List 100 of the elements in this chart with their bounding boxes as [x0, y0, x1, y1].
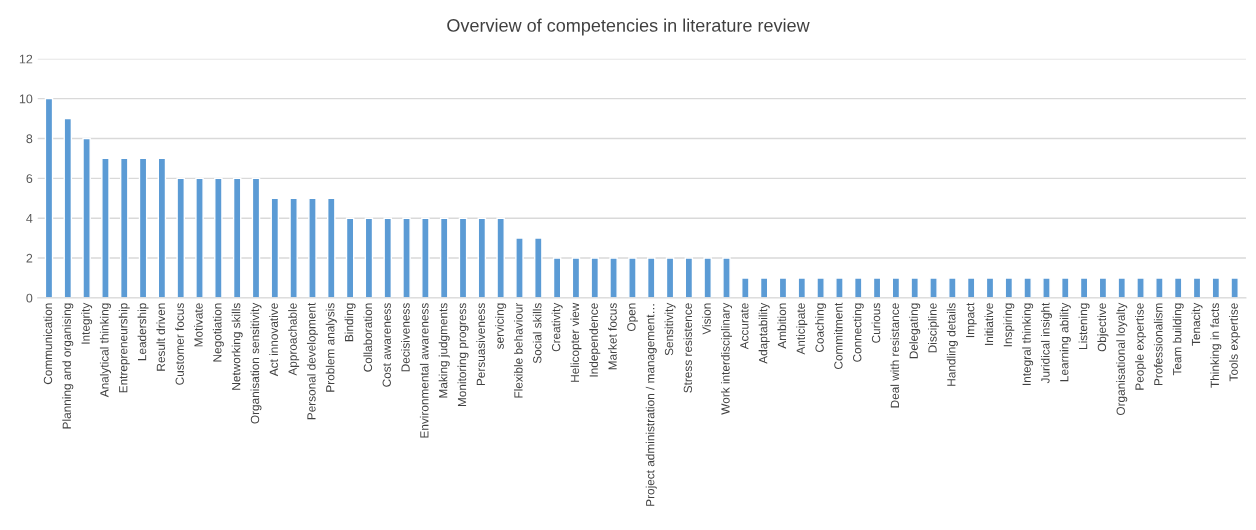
- bar: [1211, 277, 1221, 298]
- bar: [628, 257, 637, 298]
- x-tick-label: Binding: [344, 303, 356, 342]
- x-tick-label: servicing: [495, 303, 507, 349]
- x-tick-label: Collaboration: [363, 303, 373, 372]
- bar: [665, 257, 675, 298]
- bar: [759, 277, 769, 298]
- x-tick-label: Persuasiveness: [476, 303, 486, 386]
- x-tick-label: Result driven: [156, 303, 166, 371]
- bar: [289, 197, 298, 298]
- bar: [609, 257, 618, 298]
- x-tick-label: Listening: [1078, 303, 1090, 350]
- x-tick-label: Flexible behaviour: [513, 302, 523, 398]
- x-tick-label: Helicopter view: [570, 302, 582, 382]
- bar: [176, 177, 185, 298]
- x-tick-label: Analytical thinking: [99, 303, 111, 398]
- x-tick-label: Making judgments: [438, 303, 450, 398]
- bar: [44, 97, 54, 298]
- y-tick-label: 10: [19, 94, 33, 104]
- x-tick-label: Integral thinking: [1022, 303, 1034, 385]
- bar: [383, 217, 393, 298]
- bar: [646, 257, 656, 298]
- bar: [63, 117, 73, 298]
- x-tick-label: Impact: [966, 302, 977, 338]
- bar: [1117, 277, 1127, 298]
- bar: [891, 277, 901, 298]
- bar: [985, 277, 995, 298]
- x-tick-label: Professionalism: [1153, 303, 1163, 386]
- bar: [552, 257, 562, 298]
- bar: [119, 157, 129, 298]
- x-tick-label: Entrepreneurship: [118, 303, 130, 393]
- x-tick-label: Deal with resistance: [890, 303, 900, 408]
- bar: [722, 257, 731, 298]
- bar: [929, 277, 938, 298]
- bar: [1173, 277, 1183, 298]
- bar: [966, 277, 976, 298]
- x-tick-label: Environmental awareness: [419, 303, 429, 438]
- bar: [948, 277, 957, 298]
- bar: [157, 157, 167, 298]
- bar: [458, 217, 468, 298]
- x-tick-label: Monitoring progress: [457, 303, 469, 407]
- bar: [1192, 277, 1202, 298]
- x-tick-label: Networking skills: [231, 303, 243, 390]
- x-tick-label: Open: [627, 303, 638, 332]
- bar: [534, 237, 543, 298]
- x-tick-label: Work interdisciplinary: [721, 302, 733, 415]
- bar: [327, 197, 336, 298]
- x-tick-label: Social skills: [532, 303, 542, 364]
- bar: [308, 197, 317, 298]
- x-tick-label: Planning and organising: [62, 303, 74, 429]
- bar: [439, 217, 449, 298]
- y-tick-label: 6: [26, 174, 33, 183]
- x-tick-label: Market focus: [608, 303, 617, 370]
- x-tick-label: Act innovative: [269, 303, 278, 377]
- bar: [872, 277, 882, 298]
- x-tick-label: Project administration / management…: [645, 304, 657, 506]
- x-tick-label: Delegating: [909, 303, 921, 359]
- bar: [853, 277, 863, 298]
- bar: [402, 217, 411, 298]
- bar: [251, 177, 261, 298]
- x-tick-label: Vision: [702, 303, 711, 335]
- x-tick-label: Adaptability: [758, 302, 770, 364]
- x-tick-label: Approachable: [288, 303, 300, 376]
- bar: [1079, 277, 1089, 298]
- x-tick-label: Initiative: [984, 303, 994, 345]
- bar: [364, 217, 374, 298]
- bar: [816, 277, 825, 298]
- chart-title: Overview of competencies in literature review: [447, 18, 810, 36]
- x-tick-label: Creativity: [551, 302, 563, 352]
- x-tick-label: Decisiveness: [401, 303, 410, 372]
- x-tick-label: Coaching: [815, 303, 827, 352]
- x-tick-label: Personal development: [306, 302, 318, 420]
- x-tick-label: Integrity: [81, 302, 93, 344]
- x-tick-label: Tenacity: [1191, 302, 1203, 346]
- y-tick-label: 8: [26, 134, 33, 144]
- bar: [477, 217, 487, 298]
- y-tick-label: 4: [26, 214, 33, 223]
- bar: [421, 217, 430, 298]
- bar: [835, 277, 844, 298]
- bar: [1155, 277, 1164, 298]
- bar: [703, 257, 712, 298]
- bar: [1023, 277, 1032, 298]
- x-tick-label: Cost awareness: [382, 303, 391, 387]
- x-tick-label: Team building: [1172, 303, 1184, 376]
- x-tick-label: Connecting: [852, 303, 864, 362]
- bar: [910, 277, 919, 298]
- x-tick-label: Anticipate: [796, 303, 808, 355]
- x-tick-label: Problem analysis: [325, 303, 337, 392]
- bar: [138, 157, 148, 298]
- x-tick-label: Sensitivity: [664, 302, 676, 356]
- x-tick-label: Organisation sensitivity: [250, 302, 262, 424]
- bar: [1061, 277, 1070, 298]
- bar: [741, 277, 750, 298]
- x-tick-label: Customer focus: [175, 303, 184, 385]
- x-tick-label: Leadership: [137, 303, 149, 361]
- bar: [778, 277, 788, 298]
- x-tick-label: Negotiation: [212, 303, 224, 362]
- y-tick-label: 12: [19, 54, 33, 64]
- x-tick-label: Juridical insight: [1040, 302, 1052, 384]
- y-tick-label: 2: [26, 253, 33, 263]
